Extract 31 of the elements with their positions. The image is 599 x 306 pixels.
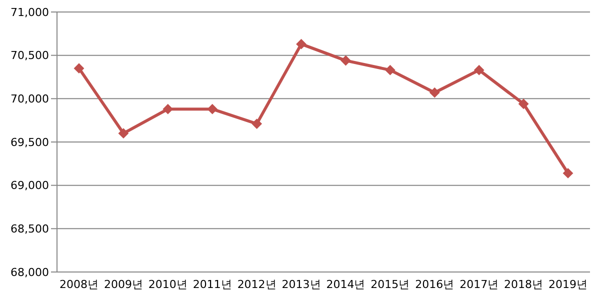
point bbox=[340, 56, 351, 66]
x-tick-label: 2008년 bbox=[60, 278, 98, 291]
x-tick-label: 2015년 bbox=[370, 278, 410, 291]
point bbox=[385, 65, 396, 76]
point bbox=[74, 63, 84, 74]
point bbox=[118, 128, 128, 138]
x-tick-label: 2017년 bbox=[460, 278, 499, 291]
x-tick-label: 2018년 bbox=[504, 278, 544, 291]
point bbox=[162, 104, 173, 114]
x-tick-label: 2019년 bbox=[548, 278, 588, 291]
x-tick-label: 2012년 bbox=[237, 278, 276, 291]
y-tick-label: 70,000 bbox=[10, 92, 49, 106]
x-tick-label: 2011년 bbox=[192, 278, 232, 291]
y-tick-label: 68,000 bbox=[10, 266, 49, 279]
y-tick-label: 69,000 bbox=[10, 179, 49, 192]
point bbox=[252, 118, 262, 129]
point bbox=[474, 65, 484, 76]
y-tick-label: 69,500 bbox=[10, 136, 49, 149]
x-tick-label: 2009년 bbox=[104, 278, 143, 291]
x-tick-label: 2013년 bbox=[282, 278, 321, 291]
point bbox=[430, 88, 440, 98]
point bbox=[563, 168, 573, 178]
point bbox=[296, 39, 306, 50]
x-tick-label: 2016년 bbox=[415, 278, 454, 291]
point bbox=[207, 104, 218, 114]
y-tick-label: 70,500 bbox=[10, 49, 49, 62]
x-tick-label: 2014년 bbox=[326, 278, 366, 291]
y-tick-label: 71,000 bbox=[10, 6, 49, 19]
x-tick-label: 2010년 bbox=[148, 278, 188, 291]
point bbox=[518, 98, 529, 109]
y-tick-label: 68,500 bbox=[10, 222, 49, 236]
